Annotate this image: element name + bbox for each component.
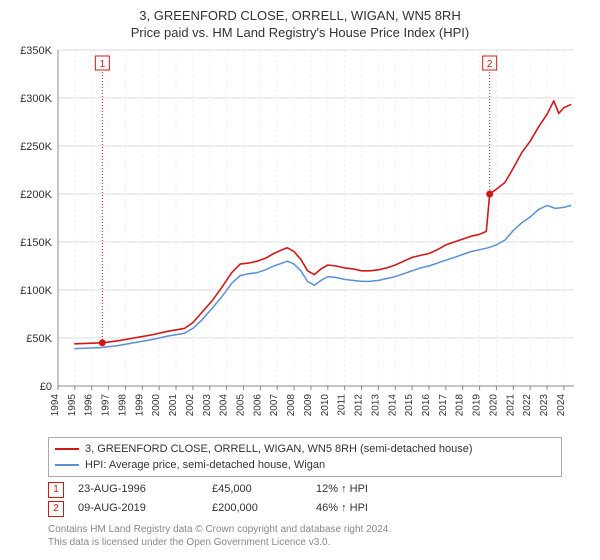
footer-attribution: Contains HM Land Registry data © Crown c… xyxy=(48,523,548,549)
svg-text:£350K: £350K xyxy=(20,46,52,57)
svg-text:2022: 2022 xyxy=(522,394,533,417)
svg-text:2020: 2020 xyxy=(488,394,499,417)
sale-markers-table: 1 23-AUG-1996 £45,000 12% ↑ HPI 2 09-AUG… xyxy=(48,480,548,518)
svg-text:1997: 1997 xyxy=(101,394,112,417)
svg-text:2015: 2015 xyxy=(404,394,415,417)
svg-text:2012: 2012 xyxy=(354,394,365,417)
legend: 3, GREENFORD CLOSE, ORRELL, WIGAN, WN5 8… xyxy=(48,437,562,477)
svg-text:2014: 2014 xyxy=(387,394,398,417)
sale-date-1: 23-AUG-1996 xyxy=(78,481,198,498)
svg-text:1996: 1996 xyxy=(84,394,95,417)
footer-line1: Contains HM Land Registry data © Crown c… xyxy=(48,523,548,536)
svg-text:2: 2 xyxy=(487,59,493,70)
svg-text:£150K: £150K xyxy=(20,237,52,249)
svg-text:2003: 2003 xyxy=(202,394,213,417)
svg-text:2016: 2016 xyxy=(421,394,432,417)
svg-text:1995: 1995 xyxy=(67,394,78,417)
svg-text:2024: 2024 xyxy=(556,394,567,417)
svg-text:2008: 2008 xyxy=(286,394,297,417)
svg-text:2013: 2013 xyxy=(370,394,381,417)
sale-pct-2: 46% ↑ HPI xyxy=(316,500,436,517)
svg-text:2006: 2006 xyxy=(252,394,263,417)
sale-price-2: £200,000 xyxy=(212,500,302,517)
svg-text:2004: 2004 xyxy=(219,394,230,417)
legend-swatch-series2 xyxy=(55,464,79,466)
svg-text:£200K: £200K xyxy=(20,189,52,201)
sale-badge-2: 2 xyxy=(48,501,64,517)
svg-text:2000: 2000 xyxy=(151,394,162,417)
footer-line2: This data is licensed under the Open Gov… xyxy=(48,536,548,549)
svg-text:£0: £0 xyxy=(40,381,52,393)
sale-price-1: £45,000 xyxy=(212,481,302,498)
svg-text:2017: 2017 xyxy=(438,394,449,417)
chart-title-line2: Price paid vs. HM Land Registry's House … xyxy=(10,25,590,40)
svg-text:£100K: £100K xyxy=(20,285,52,297)
svg-text:2011: 2011 xyxy=(337,394,348,416)
chart-title-line1: 3, GREENFORD CLOSE, ORRELL, WIGAN, WN5 8… xyxy=(10,8,590,23)
svg-text:1999: 1999 xyxy=(134,394,145,417)
sale-badge-1: 1 xyxy=(48,482,64,498)
chart-area: £0 £50K £100K £150K £200K £250K £300K £350K 1994… xyxy=(10,46,580,431)
svg-text:2001: 2001 xyxy=(168,394,179,417)
sale-pct-1: 12% ↑ HPI xyxy=(316,481,436,498)
svg-text:2007: 2007 xyxy=(269,394,280,417)
svg-text:1: 1 xyxy=(100,59,106,70)
svg-text:2010: 2010 xyxy=(320,394,331,417)
svg-text:£250K: £250K xyxy=(20,141,52,153)
svg-text:2021: 2021 xyxy=(505,394,516,417)
svg-text:1994: 1994 xyxy=(50,394,61,417)
svg-text:2018: 2018 xyxy=(455,394,466,417)
svg-text:2023: 2023 xyxy=(539,394,550,417)
svg-text:2009: 2009 xyxy=(303,394,314,417)
legend-swatch-series1 xyxy=(55,448,79,450)
svg-text:2005: 2005 xyxy=(235,394,246,417)
svg-text:2002: 2002 xyxy=(185,394,196,417)
legend-label-1: 3, GREENFORD CLOSE, ORRELL, WIGAN, WN5 8… xyxy=(85,442,473,456)
legend-label-2: HPI: Average price, semi-detached house,… xyxy=(85,458,325,472)
svg-text:1998: 1998 xyxy=(117,394,128,417)
sale-date-2: 09-AUG-2019 xyxy=(78,500,198,517)
svg-text:2019: 2019 xyxy=(472,394,483,417)
svg-text:£50K: £50K xyxy=(26,333,52,345)
svg-text:£300K: £300K xyxy=(20,93,52,105)
